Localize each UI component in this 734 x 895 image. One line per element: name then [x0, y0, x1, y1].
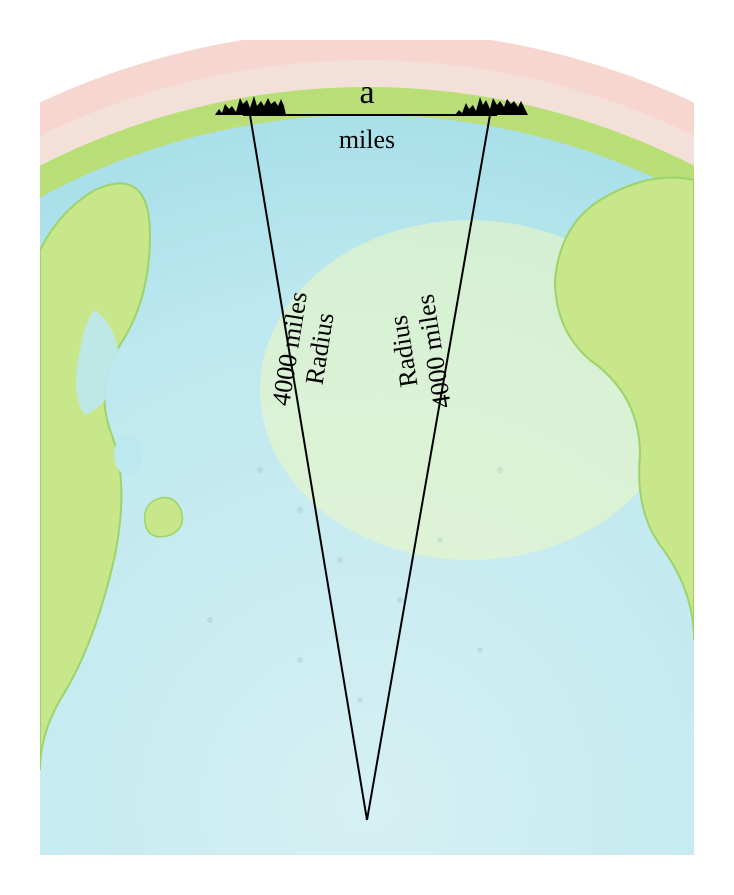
diagram-frame: a miles Radius 4000 miles Radius 4000 mi…	[0, 0, 734, 895]
margin-left	[0, 0, 40, 895]
lake-left	[114, 435, 142, 475]
chord-variable: a	[359, 74, 374, 111]
margin-top	[0, 0, 734, 40]
island-small	[145, 498, 183, 537]
margin-bottom	[0, 855, 734, 895]
margin-right	[694, 0, 734, 895]
globe-group: a miles Radius 4000 miles Radius 4000 mi…	[0, 30, 734, 895]
earth-radius-triangle: a miles Radius 4000 miles Radius 4000 mi…	[0, 0, 734, 895]
chord-unit: miles	[339, 125, 395, 154]
